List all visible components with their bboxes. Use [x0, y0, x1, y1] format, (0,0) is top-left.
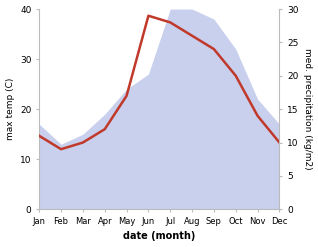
Y-axis label: max temp (C): max temp (C) — [5, 78, 15, 140]
Y-axis label: med. precipitation (kg/m2): med. precipitation (kg/m2) — [303, 48, 313, 170]
X-axis label: date (month): date (month) — [123, 231, 196, 242]
